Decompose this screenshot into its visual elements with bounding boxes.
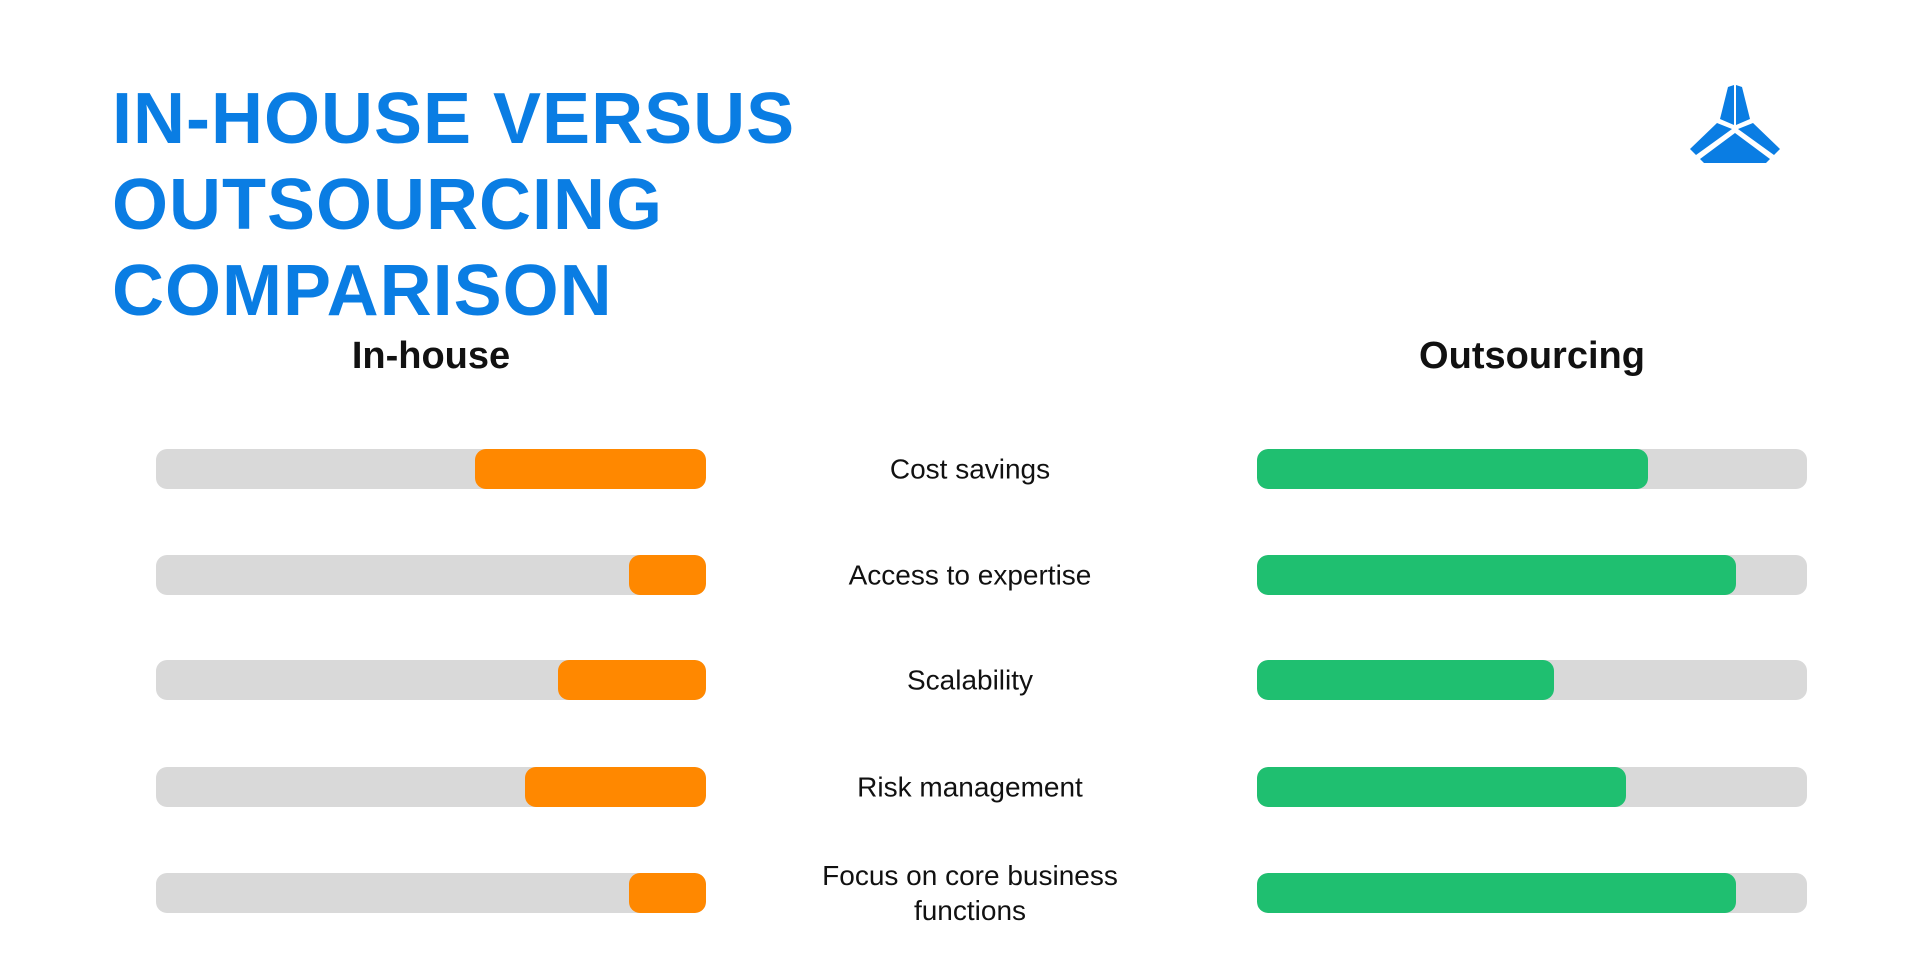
bar (1257, 873, 1736, 913)
bar (475, 449, 706, 489)
bar (629, 873, 706, 913)
chart-title: IN-HOUSE VERSUS OUTSOURCING COMPARISON (112, 79, 796, 331)
bar-track (156, 873, 706, 913)
bar-track (1257, 660, 1807, 700)
series-header: Outsourcing (1419, 335, 1645, 377)
bar (1257, 449, 1648, 489)
bar (1257, 660, 1554, 700)
bar (1257, 555, 1736, 595)
bar-track (156, 660, 706, 700)
category-label: Risk management (857, 771, 1083, 803)
bar-track (1257, 449, 1807, 489)
bar (629, 555, 706, 595)
bar (524, 767, 706, 807)
bar-track (1257, 555, 1807, 595)
logo (1690, 85, 1780, 163)
bar-track (156, 555, 706, 595)
series-header: In-house (351, 335, 511, 377)
bar-track (1257, 873, 1807, 913)
category-label: Cost savings (889, 453, 1051, 485)
bar-track (1257, 767, 1807, 807)
category-label: Scalability (906, 664, 1034, 696)
bar-track (156, 767, 706, 807)
bar-track (156, 449, 706, 489)
category-label: Focus on core business functions (822, 860, 1118, 926)
bar (557, 660, 706, 700)
bar (1257, 767, 1626, 807)
category-label: Access to expertise (848, 559, 1092, 591)
